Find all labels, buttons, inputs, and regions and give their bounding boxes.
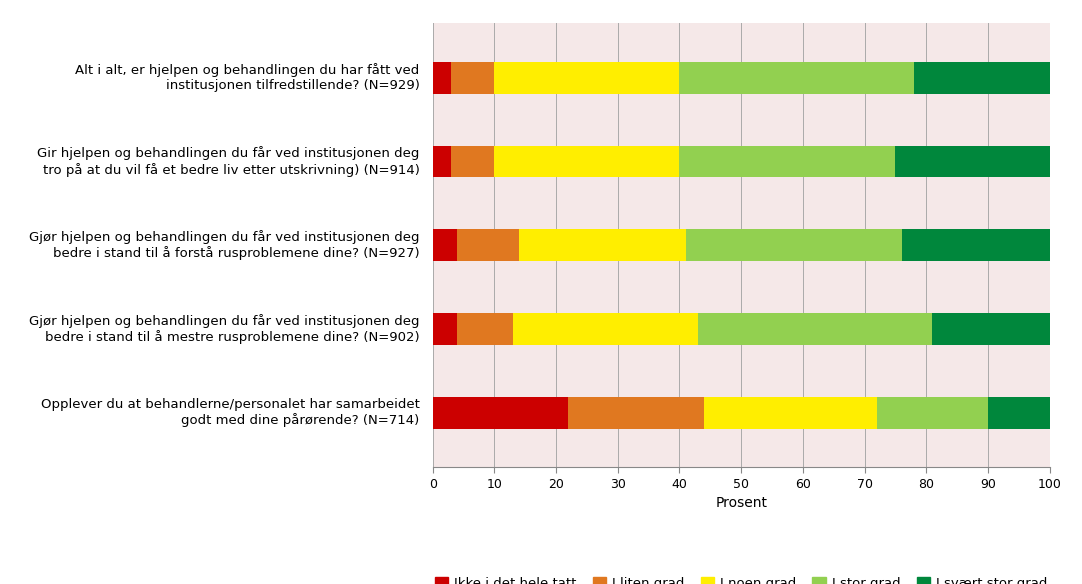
Bar	[458, 313, 513, 345]
Bar	[433, 230, 458, 261]
Bar	[933, 313, 1050, 345]
Bar	[568, 397, 704, 429]
Bar	[901, 230, 1050, 261]
Bar	[914, 62, 1050, 93]
Bar	[519, 230, 686, 261]
Bar	[433, 145, 451, 178]
Bar	[433, 397, 568, 429]
Bar	[451, 62, 494, 93]
Bar	[698, 313, 933, 345]
Bar	[494, 62, 679, 93]
Bar	[988, 397, 1050, 429]
Bar	[451, 145, 494, 178]
Bar	[679, 62, 914, 93]
Bar	[433, 62, 451, 93]
Bar	[704, 397, 876, 429]
Bar	[686, 230, 901, 261]
Bar	[458, 230, 519, 261]
Bar	[876, 397, 988, 429]
Bar	[896, 145, 1050, 178]
Bar	[513, 313, 698, 345]
Bar	[433, 313, 458, 345]
Legend: Ikke i det hele tatt, I liten grad, I noen grad, I stor grad, I svært stor grad: Ikke i det hele tatt, I liten grad, I no…	[430, 571, 1053, 584]
Bar	[679, 145, 896, 178]
X-axis label: Prosent: Prosent	[715, 496, 767, 510]
Bar	[494, 145, 679, 178]
